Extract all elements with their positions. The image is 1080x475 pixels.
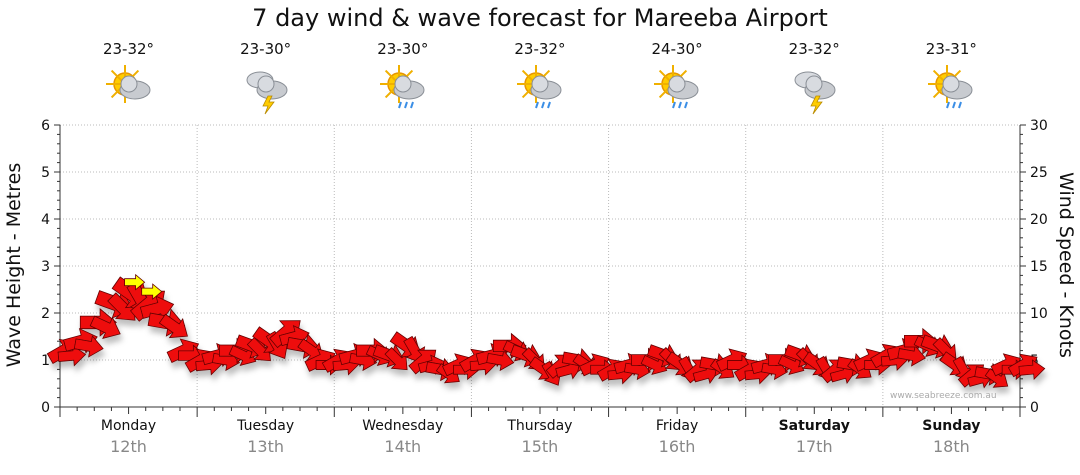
day-forecast: 23-32°: [746, 40, 883, 118]
day-date: 15th: [521, 437, 559, 456]
wind-arrow: [246, 337, 271, 362]
sun-rain-icon: [471, 60, 608, 118]
wind-arrow: [486, 349, 515, 372]
day-name: Thursday: [507, 418, 573, 434]
wind-arrow: [384, 347, 408, 371]
day-name: Monday: [100, 418, 157, 434]
day-name: Tuesday: [237, 418, 295, 434]
chart-title: 7 day wind & wave forecast for Mareeba A…: [252, 4, 828, 32]
day-label: Tuesday 13th: [197, 418, 334, 456]
daily-forecast-row: 23-32° 23-30° 23-30° 23-32° 24-30° 23-32° 23-3…: [60, 40, 1020, 126]
y-right-tick-label: 25: [1030, 165, 1048, 181]
day-name: Wednesday: [362, 418, 444, 434]
day-label: Monday 12th: [60, 418, 197, 456]
day-forecast: 23-32°: [471, 40, 608, 118]
day-name: Friday: [655, 418, 699, 434]
sun-rain-icon: [334, 60, 471, 118]
day-forecast: 23-32°: [60, 40, 197, 118]
day-temperature: 23-32°: [102, 40, 155, 58]
y-left-tick-label: 0: [41, 400, 50, 416]
day-date: 18th: [932, 437, 970, 456]
day-label: Saturday 17th: [746, 418, 883, 456]
day-axis-labels: Monday 12th Tuesday 13th Wednesday 14th Thursd…: [60, 418, 1020, 468]
y-right-tick-label: 0: [1030, 400, 1039, 416]
y-axis-left-label: Wave Height - Metres: [3, 162, 25, 368]
wind-arrow: [403, 335, 426, 364]
wind-arrow: [158, 313, 188, 339]
y-axis-right-label: Wind Speed - Knots: [1055, 172, 1077, 358]
wind-arrow-highlight: [141, 283, 163, 300]
day-temperature: 23-31°: [925, 40, 977, 58]
wind-arrow: [89, 315, 121, 340]
wind-arrow: [984, 368, 1009, 388]
day-name: Sunday: [922, 418, 981, 434]
sun-cloud-icon: [60, 60, 197, 118]
day-forecast: 23-30°: [334, 40, 471, 118]
sun-rain-icon: [609, 60, 746, 118]
day-label: Thursday 15th: [471, 418, 608, 456]
day-temperature: 23-30°: [240, 40, 292, 58]
day-forecast: 23-31°: [883, 40, 1020, 118]
y-right-tick-label: 10: [1030, 306, 1048, 322]
day-date: 13th: [247, 437, 285, 456]
day-date: 12th: [110, 437, 147, 456]
day-label: Friday 16th: [609, 418, 746, 456]
day-name: Saturday: [778, 418, 850, 434]
wind-arrow-highlight: [124, 273, 146, 291]
day-date: 14th: [384, 437, 422, 456]
y-left-tick-label: 1: [41, 353, 50, 369]
y-left-tick-label: 5: [41, 165, 50, 181]
y-right-tick-label: 15: [1030, 259, 1048, 275]
wind-arrow: [897, 344, 927, 367]
y-left-tick-label: 3: [41, 259, 50, 275]
day-label: Wednesday 14th: [334, 418, 471, 456]
day-temperature: 24-30°: [651, 40, 703, 58]
day-temperature: 23-32°: [514, 40, 566, 58]
y-right-tick-label: 30: [1030, 118, 1048, 134]
wind-arrow: [1018, 359, 1046, 381]
y-left-tick-label: 6: [41, 118, 50, 134]
day-forecast: 23-30°: [197, 40, 334, 118]
day-temperature: 23-32°: [788, 40, 840, 58]
storm-icon: [746, 60, 883, 118]
storm-icon: [197, 60, 334, 118]
credit-watermark: www.seabreeze.com.au: [890, 391, 997, 401]
wind-arrow: [73, 335, 104, 358]
day-date: 17th: [795, 437, 833, 456]
day-date: 16th: [658, 437, 696, 456]
day-temperature: 23-30°: [377, 40, 429, 58]
y-left-tick-label: 2: [41, 306, 50, 322]
day-label: Sunday 18th: [883, 418, 1020, 456]
y-left-tick-label: 4: [41, 212, 50, 228]
day-forecast: 24-30°: [609, 40, 746, 118]
sun-rain-icon: [883, 60, 1020, 118]
y-right-tick-label: 20: [1030, 212, 1048, 228]
